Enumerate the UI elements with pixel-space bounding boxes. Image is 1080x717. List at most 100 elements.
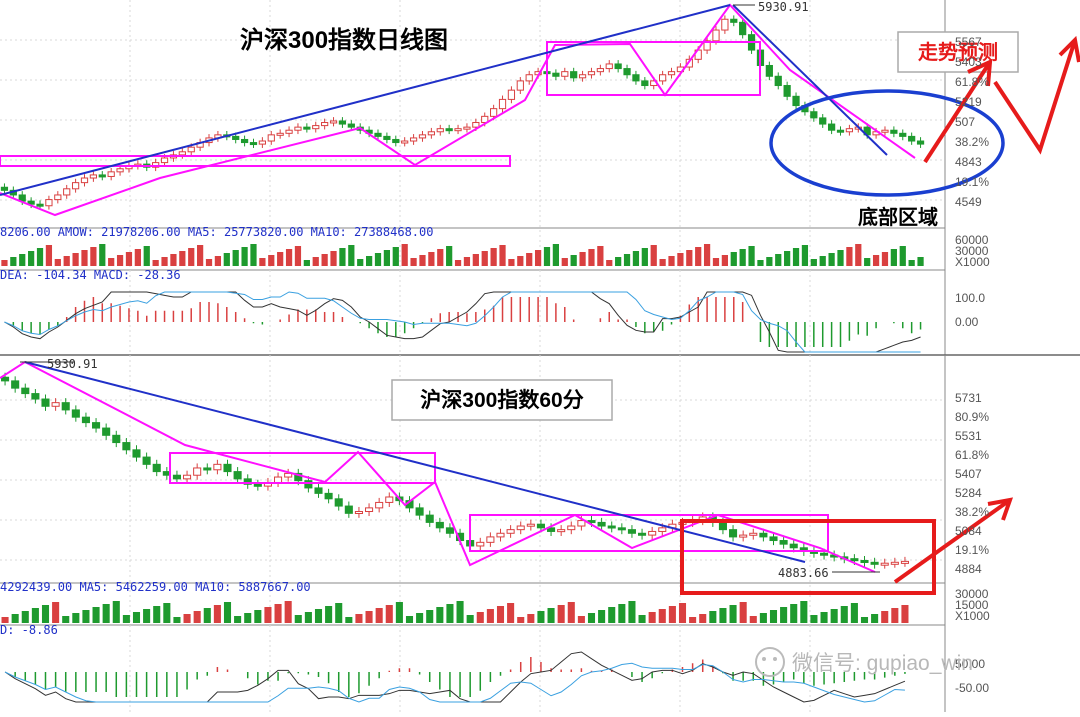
candle-body bbox=[112, 434, 121, 444]
volume-bar bbox=[678, 603, 687, 623]
candle-body bbox=[240, 138, 249, 144]
candle-body bbox=[294, 472, 303, 482]
candle-body bbox=[623, 68, 631, 76]
candle-body bbox=[321, 122, 329, 127]
volume-bar bbox=[81, 250, 88, 266]
volume-bar bbox=[517, 256, 524, 266]
volume-bar bbox=[891, 608, 899, 623]
volume-bar bbox=[537, 611, 545, 623]
candle-body bbox=[98, 174, 106, 178]
candle-body bbox=[525, 74, 533, 82]
volume-axis-label: 60000 bbox=[955, 233, 989, 247]
candle-body bbox=[183, 474, 192, 480]
right-axis-label: 5219 bbox=[955, 95, 982, 109]
volume-bar bbox=[695, 247, 702, 266]
candle-body bbox=[774, 75, 782, 87]
daily-volume-readout: 8206.00 AMOW: 21978206.00 MA5: 25773820.… bbox=[0, 225, 433, 239]
volume-bar bbox=[335, 603, 343, 623]
candle-body bbox=[294, 126, 302, 131]
candle-body bbox=[45, 199, 53, 207]
candle-body bbox=[486, 536, 495, 543]
candle-body bbox=[41, 398, 50, 407]
candle-body bbox=[193, 467, 202, 476]
volume-bar bbox=[395, 602, 403, 623]
candle-body bbox=[61, 402, 70, 411]
candle-body bbox=[329, 120, 338, 124]
volume-bar bbox=[36, 248, 44, 266]
candle-body bbox=[71, 409, 80, 418]
candle-body bbox=[233, 471, 242, 480]
candle-body bbox=[102, 427, 111, 436]
right-axis-label: 507 bbox=[955, 115, 975, 129]
wechat-icon bbox=[755, 647, 785, 677]
volume-bar bbox=[339, 248, 346, 266]
candle-body bbox=[312, 125, 320, 130]
volume-bar bbox=[871, 614, 879, 623]
candle-body bbox=[658, 527, 667, 532]
right-axis-label: 5731 bbox=[955, 391, 982, 405]
candle-body bbox=[476, 541, 485, 547]
candle-body bbox=[152, 463, 161, 473]
candle-body bbox=[409, 137, 418, 142]
volume-bar bbox=[112, 601, 120, 623]
candle-body bbox=[418, 134, 427, 139]
volume-bar bbox=[92, 607, 100, 623]
candle-body bbox=[890, 561, 899, 565]
right-axis-label: 5531 bbox=[955, 429, 982, 443]
volume-bar bbox=[790, 604, 798, 623]
volume-bar bbox=[587, 613, 596, 623]
volume-bar bbox=[872, 255, 880, 266]
candle-body bbox=[472, 122, 480, 128]
candle-body bbox=[258, 140, 266, 145]
volume-bar bbox=[534, 250, 542, 266]
volume-bar bbox=[579, 252, 586, 266]
volume-bar bbox=[234, 616, 242, 623]
candle-body bbox=[880, 562, 889, 566]
candle-body bbox=[783, 85, 791, 97]
volume-bar bbox=[241, 247, 248, 266]
volume-bar bbox=[223, 602, 232, 623]
volume-bar bbox=[486, 609, 494, 623]
volume-bar bbox=[712, 258, 720, 266]
volume-bar bbox=[330, 251, 337, 266]
candle-body bbox=[253, 483, 262, 487]
candle-body bbox=[132, 449, 141, 458]
candle-body bbox=[765, 64, 773, 77]
candle-body bbox=[659, 74, 667, 82]
right-axis-label: 5403 bbox=[955, 55, 982, 69]
volume-bar bbox=[294, 615, 302, 623]
candle-body bbox=[213, 463, 222, 471]
volume-bar bbox=[197, 245, 204, 266]
volume-bar bbox=[759, 613, 767, 623]
candle-body bbox=[516, 80, 524, 91]
volume-bar bbox=[615, 257, 622, 266]
volume-bar bbox=[285, 249, 293, 266]
volume-bar bbox=[152, 260, 159, 266]
hourly-forecast-arrow bbox=[893, 497, 1014, 584]
daily-grid bbox=[0, 0, 945, 355]
candle-body bbox=[243, 478, 252, 485]
hourly-title-box bbox=[391, 379, 613, 421]
daily-top-box bbox=[546, 41, 761, 96]
candle-body bbox=[454, 128, 462, 132]
volume-bar bbox=[721, 255, 728, 266]
volume-bar bbox=[161, 257, 168, 266]
candle-body bbox=[324, 492, 333, 500]
candle-body bbox=[223, 463, 232, 473]
volume-bar bbox=[846, 247, 853, 266]
candle-body bbox=[71, 182, 80, 190]
candle-body bbox=[11, 380, 20, 389]
candle-body bbox=[827, 123, 836, 131]
macd-dea-line bbox=[4, 662, 905, 703]
daily-zigzag bbox=[0, 3, 916, 217]
candle-body bbox=[344, 505, 353, 514]
volume-bar bbox=[125, 252, 133, 266]
candle-body bbox=[703, 40, 711, 51]
hourly-right-axis: 5731 80.9% 5531 61.8% 5407 5284 38.2% 5084 19.1%… bbox=[955, 391, 990, 695]
volume-axis-label: X1000 bbox=[955, 255, 990, 269]
volume-bar bbox=[598, 610, 606, 623]
volume-bar bbox=[757, 260, 764, 266]
volume-bar bbox=[116, 255, 124, 266]
candle-body bbox=[614, 63, 622, 70]
